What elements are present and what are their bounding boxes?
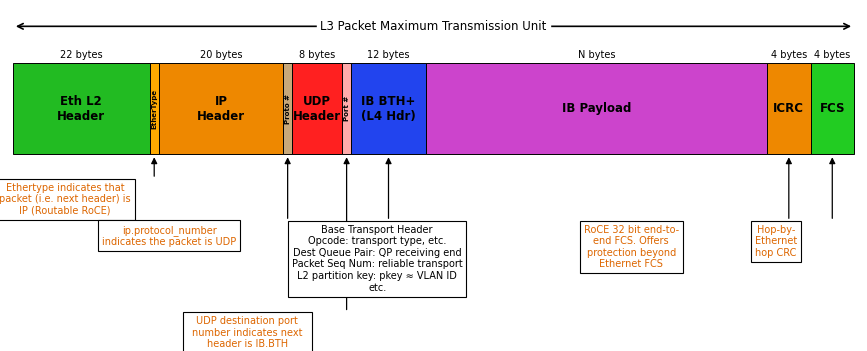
Bar: [13, 63, 149, 154]
Bar: [149, 63, 159, 154]
Text: ip.protocol_number
indicates the packet is UDP: ip.protocol_number indicates the packet …: [102, 225, 236, 247]
Text: L3 Packet Maximum Transmission Unit: L3 Packet Maximum Transmission Unit: [320, 20, 547, 33]
Text: 4 bytes: 4 bytes: [814, 50, 851, 60]
Text: 20 bytes: 20 bytes: [199, 50, 242, 60]
Text: UDP
Header: UDP Header: [293, 95, 342, 123]
Text: Base Transport Header
Opcode: transport type, etc.
Dest Queue Pair: QP receiving: Base Transport Header Opcode: transport …: [292, 225, 462, 293]
Text: 22 bytes: 22 bytes: [60, 50, 102, 60]
Text: ICRC: ICRC: [773, 102, 805, 115]
Bar: [159, 63, 283, 154]
Text: 12 bytes: 12 bytes: [368, 50, 410, 60]
Text: Proto #: Proto #: [284, 94, 290, 124]
Text: IB BTH+
(L4 Hdr): IB BTH+ (L4 Hdr): [362, 95, 416, 123]
Text: RoCE 32 bit end-to-
end FCS. Offers
protection beyond
Ethernet FCS: RoCE 32 bit end-to- end FCS. Offers prot…: [583, 225, 679, 270]
Text: 8 bytes: 8 bytes: [299, 50, 336, 60]
Text: Port #: Port #: [343, 96, 349, 121]
Bar: [811, 63, 854, 154]
Text: Ethertype indicates that
packet (i.e. next header) is
IP (Routable RoCE): Ethertype indicates that packet (i.e. ne…: [0, 183, 131, 216]
Bar: [767, 63, 811, 154]
Text: UDP destination port
number indicates next
header is IB.BTH
Port 4791 specifies : UDP destination port number indicates ne…: [186, 316, 308, 351]
Text: Hop-by-
Ethernet
hop CRC: Hop-by- Ethernet hop CRC: [755, 225, 797, 258]
Text: EtherType: EtherType: [151, 89, 157, 129]
Text: FCS: FCS: [819, 102, 845, 115]
Text: IB Payload: IB Payload: [562, 102, 631, 115]
Bar: [342, 63, 351, 154]
Text: Eth L2
Header: Eth L2 Header: [57, 95, 105, 123]
Bar: [283, 63, 292, 154]
Text: IP
Header: IP Header: [197, 95, 245, 123]
Text: N bytes: N bytes: [577, 50, 616, 60]
Bar: [426, 63, 767, 154]
Text: 4 bytes: 4 bytes: [771, 50, 807, 60]
Bar: [351, 63, 426, 154]
Bar: [292, 63, 342, 154]
